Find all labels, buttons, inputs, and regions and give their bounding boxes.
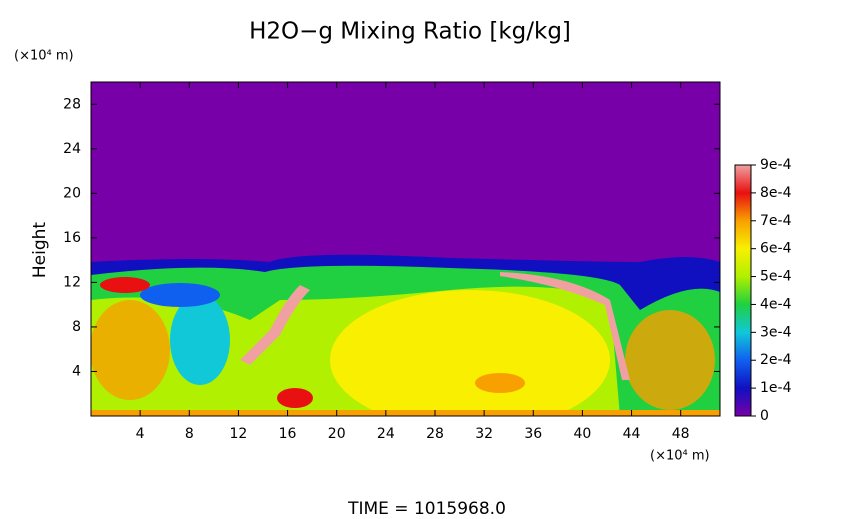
chart-title: H2O−g Mixing Ratio [kg/kg] [249,19,571,45]
colorbar-tick-label: 5e-4 [760,269,792,285]
colorbar-tick-label: 3e-4 [760,324,792,340]
colorbar-tick-label: 4e-4 [760,296,792,312]
colorbar-tick-label: 2e-4 [760,352,792,368]
y-tick-label: 8 [72,319,81,335]
x-tick-label: 36 [524,426,542,442]
x-tick-label: 16 [279,426,297,442]
contour-field [91,82,720,416]
colorbar-tick-label: 0 [760,408,769,424]
colorbar-tick-label: 9e-4 [760,157,792,173]
colorbar-tick-label: 8e-4 [760,185,792,201]
plot-frame [90,81,721,417]
x-unit: (×10⁴ m) [650,449,710,464]
y-tick-label: 12 [63,274,81,290]
y-tick-label: 20 [63,185,81,201]
x-tick-label: 20 [328,426,346,442]
y-tick-label: 16 [63,230,81,246]
x-tick-label: 4 [136,426,145,442]
time-label: TIME = 1015968.0 [347,499,506,519]
y-axis-label: Height [30,222,50,279]
y-unit: (×10⁴ m) [14,49,74,64]
x-tick-label: 12 [230,426,248,442]
x-tick-label: 24 [377,426,395,442]
y-tick-label: 4 [72,363,81,379]
colorbar-tick-label: 7e-4 [760,213,792,229]
colorbar-tick-label: 1e-4 [760,380,792,396]
x-tick-label: 44 [623,426,641,442]
x-tick-label: 48 [672,426,690,442]
y-tick-label: 24 [63,141,81,157]
x-tick-label: 8 [185,426,194,442]
colorbar-tick-label: 6e-4 [760,241,792,257]
colorbar [734,164,752,417]
x-tick-label: 28 [426,426,444,442]
y-tick-label: 28 [63,96,81,112]
x-tick-label: 32 [475,426,493,442]
x-tick-label: 40 [573,426,591,442]
